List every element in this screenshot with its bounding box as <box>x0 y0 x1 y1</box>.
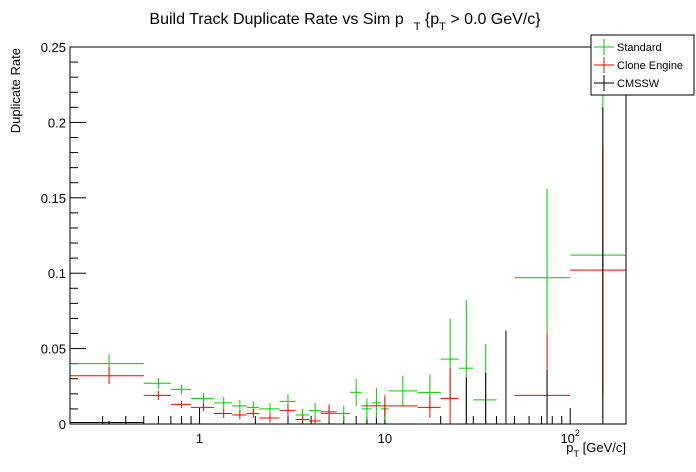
plot-frame <box>69 46 627 425</box>
legend-entry-standard: Standard <box>594 39 662 55</box>
legend-label: Clone Engine <box>617 60 683 72</box>
data-point <box>309 417 321 424</box>
data-point <box>440 368 459 424</box>
y-tick-label: 0.15 <box>41 191 66 206</box>
data-point <box>214 408 233 418</box>
y-tick-label: 0.2 <box>48 115 66 130</box>
series-cmssw <box>70 107 604 424</box>
x-axis-label: pT [GeV/c] <box>566 440 626 459</box>
data-point <box>214 396 233 409</box>
data-point <box>350 378 362 406</box>
data-point <box>232 410 247 420</box>
y-tick-label: 0 <box>59 417 66 432</box>
legend-entry-clone-engine: Clone Engine <box>594 57 683 73</box>
data-points <box>70 92 626 424</box>
data-point <box>259 402 280 415</box>
data-point <box>361 398 372 420</box>
data-point <box>295 414 310 424</box>
data-point <box>70 367 144 385</box>
y-tick-label: 0.05 <box>41 342 66 357</box>
y-tick-label: 0.1 <box>48 266 66 281</box>
x-tick-label: 1 <box>196 431 203 446</box>
data-point <box>143 378 171 389</box>
data-point <box>320 404 337 420</box>
legend-label: CMSSW <box>617 78 660 90</box>
legend: Standard Clone Engine CMSSW <box>590 34 695 96</box>
y-axis-ticks: 0 0.05 0.1 0.15 0.2 0.25 <box>41 40 86 432</box>
data-point <box>143 390 171 400</box>
y-tick-label: 0.25 <box>41 40 66 55</box>
legend-entry-cmssw: CMSSW <box>594 75 660 91</box>
data-point <box>371 387 381 418</box>
data-point <box>232 399 247 412</box>
data-point <box>361 395 418 417</box>
data-point <box>336 405 351 421</box>
data-point <box>191 403 215 412</box>
data-point <box>170 400 192 409</box>
data-point <box>170 384 192 394</box>
legend-label: Standard <box>617 42 662 54</box>
data-point <box>191 393 215 404</box>
x-tick-label: 102 <box>560 428 579 446</box>
data-point <box>417 396 441 418</box>
data-point <box>388 375 418 406</box>
data-point <box>279 404 296 417</box>
data-point <box>246 408 260 418</box>
data-point <box>309 402 321 418</box>
y-axis-label: Duplicate Rate <box>8 48 23 133</box>
data-point <box>70 420 144 424</box>
data-point <box>259 413 280 423</box>
x-tick-label: 10 <box>378 431 392 446</box>
